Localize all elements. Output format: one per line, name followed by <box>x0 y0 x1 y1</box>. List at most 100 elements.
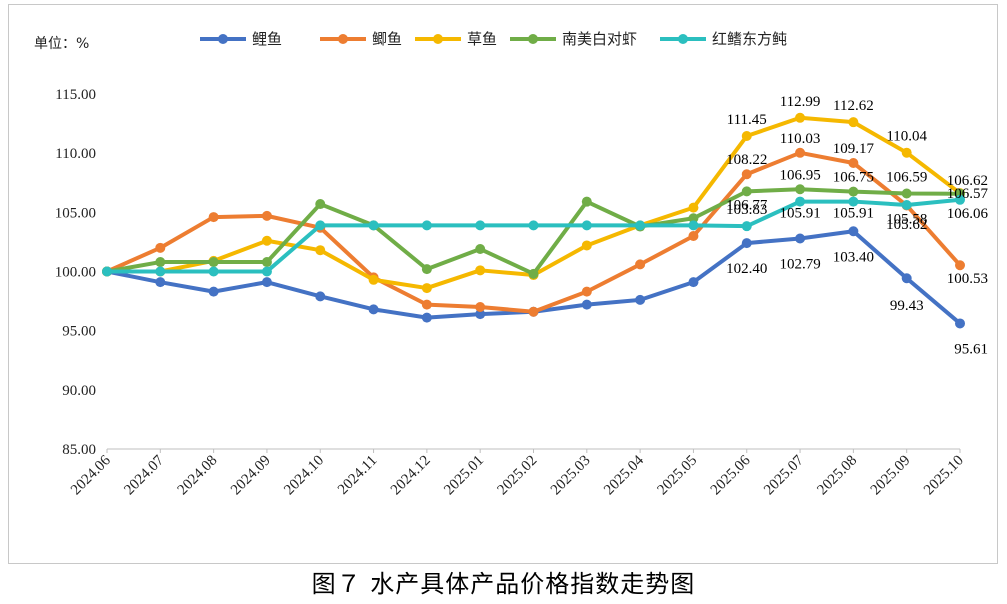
y-tick-label: 100.00 <box>55 265 96 281</box>
data-point <box>421 312 432 323</box>
data-point <box>421 264 432 275</box>
series-group <box>102 112 965 329</box>
data-point <box>421 220 432 231</box>
data-point <box>581 299 592 310</box>
legend-marker <box>678 34 688 44</box>
data-point <box>261 277 272 288</box>
figure-caption: 图７ 水产具体产品价格指数走势图 <box>311 570 696 598</box>
data-point <box>848 117 859 128</box>
legend-marker <box>218 34 228 44</box>
data-point <box>475 265 486 276</box>
data-point <box>688 220 699 231</box>
data-label: 106.62 <box>947 173 988 189</box>
x-tick-label: 2025.03 <box>548 453 594 499</box>
data-label: 108.22 <box>726 152 767 168</box>
x-tick-label: 2025.06 <box>708 452 754 498</box>
data-point <box>475 220 486 231</box>
data-label: 106.57 <box>947 186 989 202</box>
x-tick-label: 2025.04 <box>601 452 647 498</box>
data-point <box>475 302 486 312</box>
data-point <box>848 186 859 197</box>
data-point <box>741 238 752 249</box>
data-label: 100.53 <box>947 271 988 287</box>
y-tick-label: 115.00 <box>55 87 96 103</box>
data-point <box>848 157 859 168</box>
data-point <box>368 274 379 285</box>
data-labels: 102.40 102.79 103.40 99.43 95.61 108.22 110.03… <box>726 94 988 358</box>
data-point <box>901 188 912 199</box>
line-chart: 单位：% 85.00 90.00 95.00 100.00 105.00 110.00 11… <box>34 30 989 498</box>
data-point <box>901 199 912 210</box>
data-point <box>581 240 592 251</box>
x-tick-label: 2024.11 <box>335 453 380 498</box>
x-tick-label: 2024.07 <box>121 452 167 498</box>
data-point <box>155 257 166 268</box>
data-point <box>208 257 219 268</box>
data-point <box>741 169 752 180</box>
data-point <box>795 184 806 195</box>
data-point <box>741 186 752 197</box>
data-point <box>368 220 379 231</box>
data-label: 105.58 <box>886 211 927 227</box>
data-point <box>368 304 379 315</box>
data-label: 103.83 <box>726 202 767 218</box>
data-label: 102.79 <box>779 256 820 272</box>
data-point <box>955 260 965 271</box>
data-point <box>741 131 752 142</box>
data-point <box>901 147 912 158</box>
y-tick-label: 110.00 <box>55 146 96 162</box>
legend-label: 鲫鱼 <box>372 30 402 48</box>
data-point <box>848 196 859 207</box>
x-tick-label: 2024.08 <box>175 453 221 499</box>
legend-label: 红鳍东方鲀 <box>712 30 787 48</box>
data-label: 111.45 <box>727 112 767 128</box>
y-tick-label: 105.00 <box>55 205 96 221</box>
data-point <box>155 266 166 277</box>
x-tick-label: 2025.08 <box>814 453 860 499</box>
x-tick-label: 2025.02 <box>495 453 541 499</box>
x-tick-label: 2024.12 <box>388 453 434 499</box>
data-point <box>901 273 912 284</box>
data-point <box>688 231 699 241</box>
unit-label: 单位：% <box>34 36 89 52</box>
data-point <box>795 196 806 207</box>
axes: 85.00 90.00 95.00 100.00 105.00 110.00 115.00 2… <box>55 87 967 498</box>
chart-frame <box>8 4 998 564</box>
legend-marker <box>338 34 348 44</box>
data-point <box>528 220 539 231</box>
data-label: 112.99 <box>780 94 821 110</box>
x-tick-label: 2025.09 <box>868 453 914 499</box>
data-point <box>528 268 539 279</box>
data-point <box>315 245 326 256</box>
y-tick-label: 85.00 <box>62 442 96 458</box>
data-point <box>795 233 806 244</box>
data-point <box>155 242 166 253</box>
data-point <box>741 221 752 232</box>
data-point <box>688 277 699 288</box>
data-point <box>315 291 326 302</box>
data-point <box>208 286 219 297</box>
data-point <box>795 147 806 158</box>
data-point <box>635 294 646 305</box>
y-tick-label: 95.00 <box>62 324 96 340</box>
data-label: 105.91 <box>833 206 874 222</box>
x-tick-label: 2024.10 <box>281 453 327 499</box>
data-point <box>261 235 272 246</box>
data-point <box>795 112 806 123</box>
data-point <box>635 259 646 270</box>
data-label: 106.75 <box>833 170 874 186</box>
data-label: 102.40 <box>726 261 767 277</box>
data-point <box>688 213 699 224</box>
legend-label: 草鱼 <box>467 30 497 48</box>
data-point <box>315 220 326 231</box>
data-point <box>208 212 219 223</box>
legend: 鲤鱼 鲫鱼 草鱼 南美白对虾 红鳍东方鲀 <box>200 30 787 48</box>
data-label: 95.61 <box>954 341 988 357</box>
x-tick-label: 2025.05 <box>654 453 700 499</box>
x-tick-label: 2025.10 <box>921 453 967 499</box>
data-point <box>688 202 699 213</box>
data-label: 106.06 <box>947 206 989 222</box>
data-point <box>635 220 646 231</box>
data-point <box>581 196 592 207</box>
data-point <box>261 266 272 277</box>
